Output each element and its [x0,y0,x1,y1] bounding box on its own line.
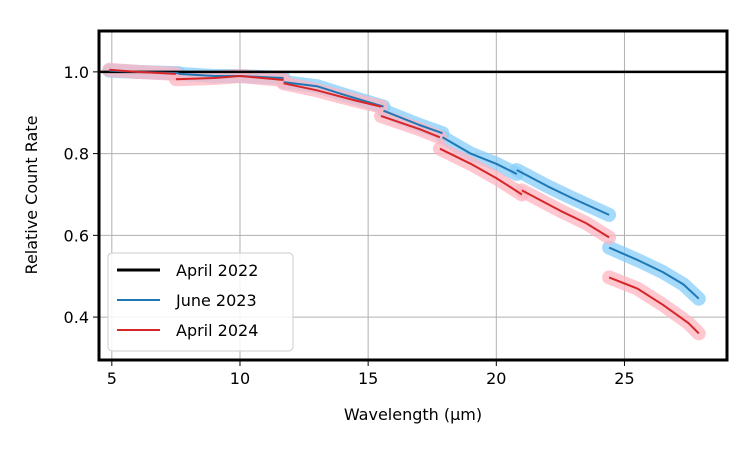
y-tick-label-1: 0.6 [64,226,89,245]
y-tick-label-2: 0.8 [64,145,89,164]
april-2024-line-segment-1 [175,75,284,81]
x-tick-label-1: 10 [230,369,250,388]
april-2024-line-segment-0 [109,68,176,75]
june-2023-line-segment-4 [441,136,518,175]
y-axis-ticks: 0.4 0.6 0.8 1.0 [64,63,99,327]
x-tick-label-0: 5 [107,369,117,388]
june-2023-line-segment-3 [383,109,443,135]
legend: April 2022 June 2023 April 2024 [107,252,294,352]
x-tick-label-4: 25 [614,369,634,388]
y-tick-label-0: 0.4 [64,308,89,327]
april-2024-line-segment-2 [283,82,382,108]
y-tick-label-3: 1.0 [64,63,89,82]
april-2024-line-segment-4 [439,147,523,196]
april-2024-line-segment-3 [380,115,441,139]
y-axis-label: Relative Count Rate [22,116,41,275]
june-2023-line-segment-5 [516,169,610,216]
x-axis-label: Wavelength (μm) [344,405,482,424]
x-tick-label-3: 20 [486,369,506,388]
legend-label-2: April 2024 [176,321,258,340]
legend-label-1: June 2023 [175,291,257,310]
x-tick-label-2: 15 [358,369,378,388]
legend-label-0: April 2022 [176,261,258,280]
april-2024-line-segment-6 [608,276,700,335]
april-2024-line-segment-5 [521,189,610,239]
x-axis-ticks: 5 10 15 20 25 [107,360,635,388]
series-lines [99,68,727,335]
june-2023-line-segment-6 [608,246,700,300]
plot-frame [97,29,729,362]
legend-box [107,252,294,352]
june-2023-line-segment-2 [283,81,384,108]
